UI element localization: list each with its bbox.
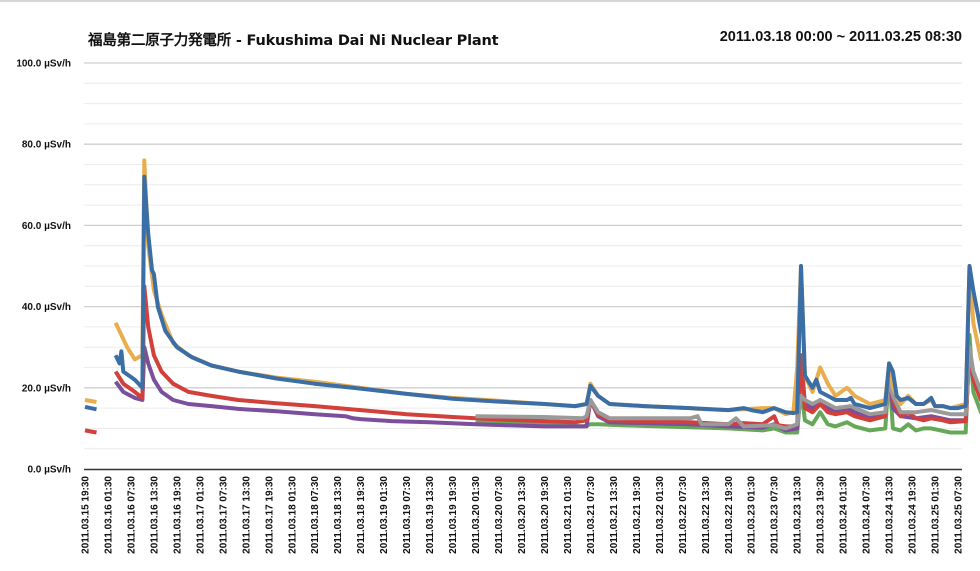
x-tick-label: 2011.03.24 19:30 bbox=[908, 476, 919, 554]
x-tick-label: 2011.03.23 13:30 bbox=[793, 476, 804, 554]
x-tick-label: 2011.03.16 13:30 bbox=[149, 476, 160, 554]
x-tick-label: 2011.03.22 07:30 bbox=[678, 476, 689, 554]
y-tick-label: 20.0 µSv/h bbox=[22, 383, 71, 394]
x-tick-label: 2011.03.17 07:30 bbox=[218, 476, 229, 554]
y-tick-label: 100.0 µSv/h bbox=[16, 59, 71, 70]
x-tick-label: 2011.03.23 07:30 bbox=[770, 476, 781, 554]
x-tick-label: 2011.03.21 07:30 bbox=[586, 476, 597, 554]
x-tick-label: 2011.03.21 01:30 bbox=[563, 476, 574, 554]
x-tick-label: 2011.03.24 13:30 bbox=[885, 476, 896, 554]
x-tick-label: 2011.03.22 01:30 bbox=[655, 476, 666, 554]
x-tick-label: 2011.03.22 19:30 bbox=[724, 476, 735, 554]
x-tick-label: 2011.03.20 07:30 bbox=[494, 476, 505, 554]
x-tick-label: 2011.03.15 19:30 bbox=[81, 476, 92, 554]
x-tick-label: 2011.03.17 13:30 bbox=[241, 476, 252, 554]
x-tick-label: 2011.03.22 13:30 bbox=[701, 476, 712, 554]
x-tick-label: 2011.03.21 19:30 bbox=[632, 476, 643, 554]
x-tick-label: 2011.03.18 19:30 bbox=[356, 476, 367, 554]
x-tick-label: 2011.03.19 07:30 bbox=[402, 476, 413, 554]
x-tick-label: 2011.03.18 07:30 bbox=[310, 476, 321, 554]
x-tick-label: 2011.03.17 19:30 bbox=[264, 476, 275, 554]
x-tick-label: 2011.03.25 01:30 bbox=[931, 476, 942, 554]
x-tick-label: 2011.03.23 19:30 bbox=[816, 476, 827, 554]
x-tick-label: 2011.03.16 01:30 bbox=[103, 476, 114, 554]
y-tick-label: 0.0 µSv/h bbox=[27, 465, 71, 476]
x-tick-label: 2011.03.16 19:30 bbox=[172, 476, 183, 554]
series-line-blue bbox=[84, 174, 980, 415]
x-tick-label: 2011.03.17 01:30 bbox=[195, 476, 206, 554]
x-tick-label: 2011.03.25 07:30 bbox=[954, 476, 965, 554]
x-tick-label: 2011.03.21 13:30 bbox=[609, 476, 620, 554]
top-border bbox=[0, 0, 980, 2]
x-tick-label: 2011.03.19 01:30 bbox=[379, 476, 390, 554]
x-tick-label: 2011.03.23 01:30 bbox=[747, 476, 758, 554]
x-tick-label: 2011.03.24 07:30 bbox=[862, 476, 873, 554]
x-tick-label: 2011.03.18 13:30 bbox=[333, 476, 344, 554]
x-axis-labels: 2011.03.15 19:30 2011.03.16 01:30 2011.03.… bbox=[81, 476, 965, 554]
data-series bbox=[84, 158, 980, 435]
x-tick-label: 2011.03.20 13:30 bbox=[517, 476, 528, 554]
y-tick-label: 80.0 µSv/h bbox=[22, 140, 71, 151]
x-tick-label: 2011.03.18 01:30 bbox=[287, 476, 298, 554]
x-tick-label: 2011.03.20 19:30 bbox=[540, 476, 551, 554]
x-tick-label: 2011.03.20 01:30 bbox=[471, 476, 482, 554]
x-tick-label: 2011.03.19 13:30 bbox=[425, 476, 436, 554]
x-tick-label: 2011.03.24 01:30 bbox=[839, 476, 850, 554]
chart-title: 福島第二原子力発電所 - Fukushima Dai Ni Nuclear Pl… bbox=[88, 33, 499, 49]
y-tick-label: 40.0 µSv/h bbox=[22, 302, 71, 313]
gridlines bbox=[84, 62, 962, 450]
y-tick-label: 60.0 µSv/h bbox=[22, 221, 71, 232]
y-axis-labels: 0.0 µSv/h 20.0 µSv/h 40.0 µSv/h 60.0 µSv/h 8… bbox=[16, 59, 71, 476]
x-tick-label: 2011.03.19 19:30 bbox=[448, 476, 459, 554]
series-line-red bbox=[84, 284, 980, 435]
x-tick-label: 2011.03.16 07:30 bbox=[126, 476, 137, 554]
date-range: 2011.03.18 00:00 ~ 2011.03.25 08:30 bbox=[719, 29, 962, 45]
